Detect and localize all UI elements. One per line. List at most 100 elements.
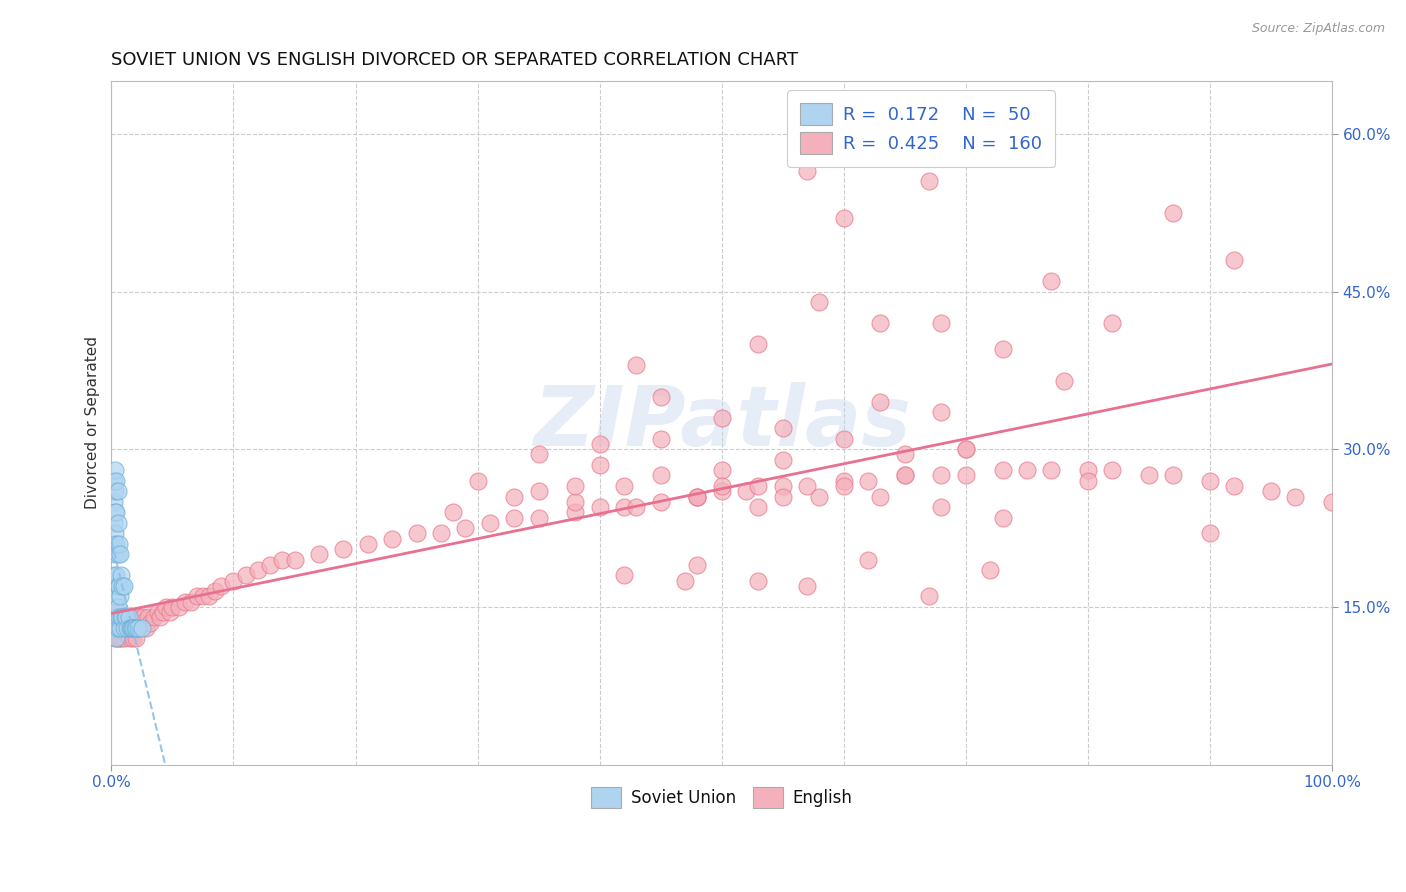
- Point: [1052, 374, 1074, 388]
- Point: [626, 500, 648, 514]
- Point: [112, 632, 135, 646]
- Point: [832, 474, 855, 488]
- Point: [112, 579, 135, 593]
- Point: [107, 516, 129, 530]
- Point: [832, 479, 855, 493]
- Point: [918, 174, 941, 188]
- Point: [118, 632, 141, 646]
- Point: [103, 568, 125, 582]
- Point: [430, 526, 453, 541]
- Point: [1223, 253, 1246, 268]
- Point: [191, 590, 214, 604]
- Point: [122, 621, 145, 635]
- Point: [808, 490, 831, 504]
- Point: [796, 163, 818, 178]
- Point: [103, 537, 125, 551]
- Point: [931, 405, 953, 419]
- Point: [1015, 463, 1038, 477]
- Point: [111, 610, 134, 624]
- Point: [246, 563, 269, 577]
- Text: Source: ZipAtlas.com: Source: ZipAtlas.com: [1251, 22, 1385, 36]
- Point: [454, 521, 477, 535]
- Point: [527, 510, 550, 524]
- Point: [527, 447, 550, 461]
- Point: [858, 552, 880, 566]
- Point: [114, 626, 136, 640]
- Point: [108, 621, 131, 635]
- Point: [772, 452, 794, 467]
- Point: [107, 621, 129, 635]
- Point: [931, 468, 953, 483]
- Point: [107, 621, 129, 635]
- Point: [235, 568, 257, 582]
- Point: [772, 421, 794, 435]
- Point: [111, 610, 134, 624]
- Point: [626, 358, 648, 372]
- Point: [1284, 490, 1306, 504]
- Point: [108, 621, 131, 635]
- Point: [107, 632, 129, 646]
- Point: [1040, 463, 1063, 477]
- Point: [131, 615, 153, 630]
- Point: [125, 621, 148, 635]
- Point: [107, 632, 129, 646]
- Point: [357, 537, 380, 551]
- Point: [107, 615, 129, 630]
- Point: [1077, 474, 1099, 488]
- Point: [747, 500, 769, 514]
- Point: [271, 552, 294, 566]
- Point: [105, 610, 128, 624]
- Point: [125, 632, 148, 646]
- Point: [710, 484, 733, 499]
- Point: [107, 610, 129, 624]
- Legend: Soviet Union, English: Soviet Union, English: [585, 780, 859, 814]
- Point: [120, 621, 142, 635]
- Point: [894, 447, 917, 461]
- Point: [894, 468, 917, 483]
- Point: [894, 468, 917, 483]
- Point: [1163, 468, 1185, 483]
- Point: [405, 526, 427, 541]
- Point: [110, 568, 132, 582]
- Point: [1320, 495, 1343, 509]
- Point: [796, 579, 818, 593]
- Point: [858, 474, 880, 488]
- Point: [1199, 526, 1222, 541]
- Point: [167, 599, 190, 614]
- Point: [105, 621, 128, 635]
- Point: [613, 568, 636, 582]
- Point: [180, 594, 202, 608]
- Point: [105, 568, 128, 582]
- Point: [979, 563, 1001, 577]
- Point: [107, 537, 129, 551]
- Point: [441, 505, 464, 519]
- Point: [686, 490, 709, 504]
- Point: [204, 584, 226, 599]
- Point: [122, 621, 145, 635]
- Point: [146, 605, 169, 619]
- Point: [117, 610, 139, 624]
- Point: [308, 547, 330, 561]
- Point: [115, 610, 138, 624]
- Point: [710, 479, 733, 493]
- Point: [108, 610, 131, 624]
- Point: [132, 610, 155, 624]
- Point: [104, 579, 127, 593]
- Point: [832, 432, 855, 446]
- Point: [162, 599, 184, 614]
- Point: [613, 479, 636, 493]
- Point: [1040, 274, 1063, 288]
- Y-axis label: Divorced or Separated: Divorced or Separated: [86, 336, 100, 509]
- Point: [120, 621, 142, 635]
- Point: [152, 605, 174, 619]
- Point: [796, 479, 818, 493]
- Point: [503, 510, 526, 524]
- Point: [931, 316, 953, 330]
- Point: [103, 621, 125, 635]
- Point: [589, 437, 612, 451]
- Point: [650, 468, 672, 483]
- Point: [1199, 474, 1222, 488]
- Point: [955, 442, 977, 457]
- Point: [1223, 479, 1246, 493]
- Point: [991, 343, 1014, 357]
